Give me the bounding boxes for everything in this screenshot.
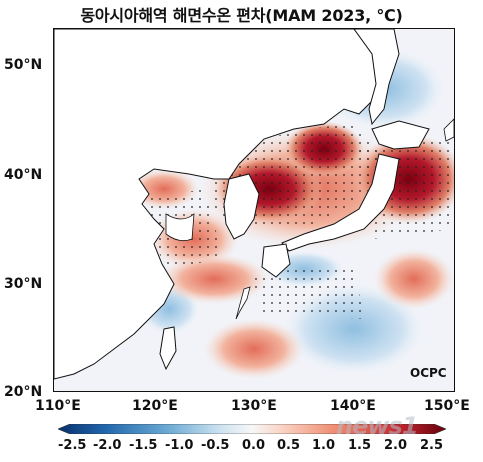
colorbar-tick: -2.5	[58, 438, 87, 453]
warm-anomaly-east-china-sea	[159, 254, 269, 304]
warm-anomaly-east	[374, 249, 454, 309]
lon-label-140e: 140°E	[330, 398, 376, 414]
colorbar-tick: 1.5	[348, 438, 372, 453]
land-kuril	[443, 118, 454, 142]
colorbar	[58, 424, 446, 434]
map-title: 동아시아해역 해면수온 편차(MAM 2023, ℃)	[80, 6, 403, 25]
land-kyushu	[261, 243, 291, 278]
land-taiwan	[159, 326, 177, 371]
map-canvas	[54, 29, 454, 391]
ocpc-credit: OCPC	[410, 366, 447, 380]
lon-label-130e: 130°E	[231, 398, 277, 414]
lat-label-20n: 20°N	[4, 384, 43, 400]
sst-anomaly-map	[53, 28, 455, 392]
significance-stipple-south-japan	[249, 264, 364, 319]
colorbar-tick: 0.5	[277, 438, 301, 453]
colorbar-tick: 0.0	[242, 438, 266, 453]
colorbar-tick: 2.5	[420, 438, 444, 453]
land-sakhalin	[353, 29, 400, 126]
lat-label-30n: 30°N	[4, 276, 43, 292]
colorbar-tick: -0.5	[201, 438, 230, 453]
lat-label-40n: 40°N	[4, 167, 43, 183]
lat-label-50n: 50°N	[4, 57, 43, 73]
land-ryukyu-islands	[235, 286, 251, 320]
colorbar-tick: 2.0	[384, 438, 408, 453]
land-shandong	[165, 213, 195, 242]
land-honshu	[281, 153, 400, 252]
lon-label-110e: 110°E	[35, 398, 81, 414]
lon-label-150e: 150°E	[424, 398, 470, 414]
colorbar-tick: -1.0	[165, 438, 194, 453]
warm-anomaly-philippine-sea	[204, 319, 304, 379]
colorbar-tick: -2.0	[93, 438, 122, 453]
land-hokkaido	[371, 120, 430, 150]
colorbar-tick: -1.5	[129, 438, 158, 453]
land-asia-mainland	[54, 29, 385, 380]
colorbar-tick: 1.0	[312, 438, 336, 453]
land-korean-peninsula	[223, 173, 260, 240]
lon-label-120e: 120°E	[132, 398, 178, 414]
news1-watermark: news1	[336, 412, 419, 440]
